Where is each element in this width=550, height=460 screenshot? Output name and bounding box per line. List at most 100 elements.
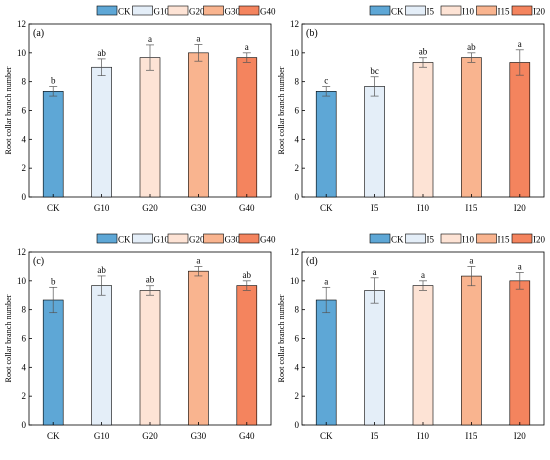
chart-legend: CK G10 G20 G30 G40 — [96, 233, 276, 245]
legend-swatch — [511, 233, 533, 244]
bar-g40 — [236, 285, 258, 426]
significance-label: b — [51, 76, 56, 86]
legend-swatch — [203, 233, 224, 244]
x-tick-label: I15 — [465, 203, 477, 213]
legend-swatch — [238, 233, 260, 244]
significance-label: a — [245, 42, 249, 52]
legend-label: G30 — [225, 7, 241, 17]
x-tick-label: CK — [320, 203, 333, 213]
y-tick-label: 0 — [22, 192, 27, 202]
legend-label: I5 — [427, 7, 435, 17]
x-tick-label: CK — [47, 431, 60, 441]
bar-i10 — [412, 285, 434, 426]
chart-legend: CK I5 I10 I15 I20 — [369, 233, 545, 245]
legend-swatch — [132, 5, 153, 16]
bar-ck — [315, 91, 337, 198]
bar-g20 — [139, 290, 161, 426]
x-tick-label: G10 — [94, 431, 110, 441]
bar-g10 — [91, 285, 112, 426]
legend-swatch — [405, 233, 426, 244]
significance-label: a — [421, 270, 425, 280]
y-tick-label: 10 — [290, 276, 300, 286]
legend-label: I20 — [533, 7, 545, 17]
legend-label: CK — [118, 7, 131, 17]
bar-i15 — [461, 275, 482, 426]
y-tick-label: 10 — [17, 276, 27, 286]
y-tick-label: 8 — [295, 305, 300, 315]
legend-label: G40 — [260, 235, 276, 245]
legend-label: CK — [118, 235, 131, 245]
y-tick-label: 0 — [295, 192, 300, 202]
y-tick-label: 4 — [22, 362, 27, 372]
significance-label: ab — [146, 275, 155, 285]
x-tick-label: G40 — [239, 431, 255, 441]
bar-g30 — [188, 52, 209, 198]
y-tick-label: 8 — [22, 77, 27, 87]
panel-label: (a) — [33, 28, 44, 39]
x-tick-label: I20 — [514, 203, 526, 213]
legend-label: G20 — [189, 7, 205, 17]
significance-label: a — [196, 255, 200, 265]
y-tick-label: 10 — [17, 48, 27, 58]
x-tick-label: I10 — [417, 431, 429, 441]
y-tick-label: 0 — [22, 420, 27, 430]
legend-swatch — [440, 233, 462, 244]
y-tick-label: 6 — [22, 106, 27, 116]
y-tick-label: 12 — [290, 19, 299, 29]
y-tick-label: 2 — [22, 391, 27, 401]
legend-label: I20 — [533, 235, 545, 245]
y-tick-label: 8 — [295, 77, 300, 87]
legend-label: I15 — [498, 7, 510, 17]
y-tick-label: 2 — [22, 163, 27, 173]
x-tick-label: G40 — [239, 203, 255, 213]
bar-i20 — [509, 62, 531, 198]
legend-swatch — [369, 233, 391, 244]
bar-g30 — [188, 270, 209, 426]
y-tick-label: 2 — [295, 163, 300, 173]
legend-swatch — [167, 5, 189, 16]
significance-label: ab — [243, 270, 252, 280]
y-tick-label: 0 — [295, 420, 300, 430]
bar-ck — [315, 299, 337, 426]
significance-label: a — [148, 34, 152, 44]
significance-label: a — [196, 33, 200, 43]
significance-label: a — [469, 255, 473, 265]
bar-g20 — [139, 57, 161, 198]
legend-swatch — [511, 5, 533, 16]
legend-swatch — [440, 5, 462, 16]
legend-label: G20 — [189, 235, 205, 245]
y-axis-label: Root collar branch number — [4, 294, 13, 382]
significance-label: b — [51, 276, 56, 286]
legend-label: I15 — [498, 235, 510, 245]
x-tick-label: I10 — [417, 203, 429, 213]
legend-swatch — [96, 5, 118, 16]
chart-legend: CK G10 G20 G30 G40 — [96, 5, 276, 17]
bar-g40 — [236, 57, 258, 198]
chart-panel-3: CK G10 G20 G30 G40 (c) 0 2 4 6 8 10 12 Root collar br… — [4, 233, 276, 441]
legend-swatch — [132, 233, 153, 244]
legend-swatch — [203, 5, 224, 16]
chart-legend: CK I5 I10 I15 I20 — [369, 5, 545, 17]
y-tick-label: 4 — [22, 134, 27, 144]
bar-i5 — [364, 290, 385, 426]
bar-i15 — [461, 57, 482, 198]
legend-label: I10 — [462, 235, 474, 245]
x-tick-label: I5 — [371, 431, 379, 441]
legend-label: I5 — [427, 235, 435, 245]
chart-panel-1: CK G10 G20 G30 G40 (a) 0 2 4 6 8 10 12 Root collar br… — [4, 5, 276, 213]
y-tick-label: 12 — [17, 19, 26, 29]
y-axis-label: Root collar branch number — [4, 66, 13, 154]
legend-label: G40 — [260, 7, 276, 17]
legend-swatch — [167, 233, 189, 244]
significance-label: a — [373, 267, 377, 277]
legend-swatch — [369, 5, 391, 16]
legend-label: G10 — [154, 7, 170, 17]
y-tick-label: 10 — [290, 48, 300, 58]
x-tick-label: I5 — [371, 203, 379, 213]
y-tick-label: 6 — [295, 106, 300, 116]
bar-i20 — [509, 280, 531, 426]
legend-swatch — [96, 233, 118, 244]
y-tick-label: 6 — [295, 334, 300, 344]
